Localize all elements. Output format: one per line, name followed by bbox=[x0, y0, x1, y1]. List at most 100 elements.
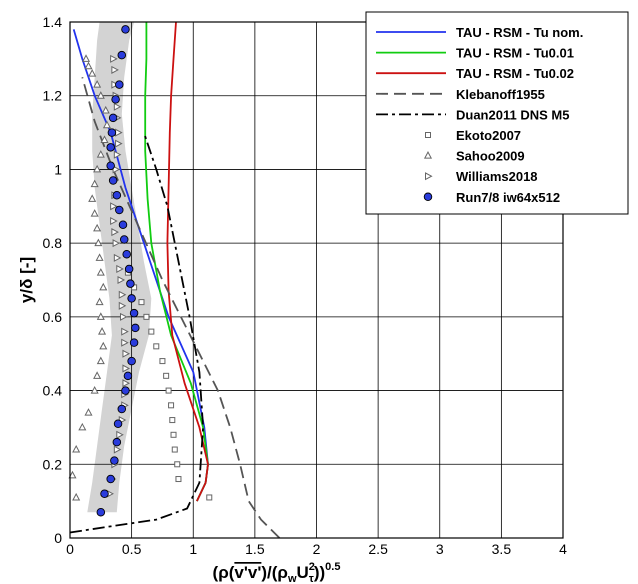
series-williams2018-point bbox=[110, 202, 118, 211]
series-run7-8-iw64x512-point bbox=[129, 308, 139, 318]
legend-sahoo2009-label: Sahoo2009 bbox=[456, 149, 525, 164]
y-axis-label: y/δ [-] bbox=[17, 257, 36, 303]
legend-run7-8-iw64x512-marker bbox=[423, 192, 433, 202]
series-run7-8-iw64x512-point bbox=[119, 235, 129, 244]
series-tau-rsm-tu0-02-line bbox=[166, 21, 209, 502]
x-tick-label: 4 bbox=[559, 541, 567, 557]
series-run7-8-iw64x512-point bbox=[118, 220, 128, 229]
y-tick-label: 0.6 bbox=[43, 309, 63, 325]
series-williams2018-point bbox=[113, 102, 122, 111]
series-williams2018-point bbox=[117, 275, 126, 285]
series-ekoto2007-point bbox=[165, 387, 172, 394]
series-ekoto2007-point bbox=[153, 343, 160, 350]
series-run7-8-iw64x512-point bbox=[108, 176, 118, 185]
legend-ekoto2007-label: Ekoto2007 bbox=[456, 128, 521, 143]
series-sahoo2009-point bbox=[68, 470, 77, 479]
series-run7-8-iw64x512-point bbox=[112, 437, 122, 447]
series-sahoo2009-point bbox=[94, 238, 103, 247]
legend-tau-rsm-tu-nom-label: TAU - RSM - Tu nom. bbox=[456, 25, 583, 40]
series-run7-8-iw64x512-point bbox=[121, 386, 130, 395]
legend-ekoto2007-marker bbox=[425, 132, 431, 138]
x-axis-label: (ρ(v'v')/(ρwU2 τ))0.5 bbox=[213, 561, 341, 584]
series-sahoo2009-point bbox=[90, 386, 99, 394]
series-run7-8-iw64x512-point bbox=[111, 95, 120, 104]
series-run7-8-iw64x512-point bbox=[121, 25, 130, 34]
series-ekoto2007-point bbox=[148, 328, 155, 335]
y-tick-label: 0.2 bbox=[43, 456, 63, 472]
series-sahoo2009-point bbox=[84, 61, 93, 70]
series-sahoo2009-point bbox=[100, 135, 109, 143]
series-ekoto2007-point bbox=[168, 402, 175, 409]
series-williams2018-point bbox=[113, 445, 122, 454]
series-williams2018-point bbox=[113, 150, 122, 159]
series-run7-8-iw64x512-point bbox=[106, 143, 115, 152]
legend-williams2018-label: Williams2018 bbox=[456, 169, 538, 184]
y-tick-label: 0.4 bbox=[43, 383, 63, 399]
series-williams2018-point bbox=[122, 349, 131, 358]
x-label-overline: v'v' bbox=[234, 563, 261, 582]
series-ekoto2007-point bbox=[174, 461, 181, 468]
series-ekoto2007-point bbox=[175, 476, 182, 483]
series-ekoto2007-point bbox=[206, 494, 213, 501]
y-tick-label: 1.2 bbox=[43, 88, 63, 104]
series-ekoto2007-point bbox=[163, 372, 170, 379]
series-williams2018-point bbox=[113, 253, 122, 262]
series-sahoo2009-point bbox=[96, 150, 105, 158]
series-ekoto2007-point bbox=[170, 431, 177, 438]
x-tick-label: 2 bbox=[313, 541, 321, 557]
legend-tau-rsm-tu0-01-label: TAU - RSM - Tu0.01 bbox=[456, 46, 574, 61]
series-run7-8-iw64x512-point bbox=[110, 456, 119, 465]
x-label-part: (ρ( bbox=[213, 563, 235, 582]
series-run7-8-iw64x512-point bbox=[115, 80, 124, 89]
series-sahoo2009-point bbox=[88, 194, 97, 202]
series-run7-8-iw64x512-point bbox=[124, 264, 134, 274]
x-label-part: )/(ρ bbox=[261, 563, 288, 582]
x-tick-label: 3 bbox=[436, 541, 444, 557]
series-run7-8-iw64x512-point bbox=[96, 507, 106, 517]
x-label-sup: 0.5 bbox=[325, 561, 340, 573]
series-sahoo2009-point bbox=[96, 312, 105, 320]
series-sahoo2009-point bbox=[98, 327, 107, 335]
series-williams2018-point bbox=[119, 312, 128, 321]
series-williams2018-point bbox=[116, 264, 124, 273]
series-run7-8-iw64x512-point bbox=[117, 50, 127, 60]
x-label-sub: τ bbox=[309, 573, 314, 584]
series-sahoo2009-point bbox=[93, 223, 102, 232]
legend-sahoo2009-marker bbox=[423, 151, 433, 159]
series-sahoo2009-point bbox=[95, 297, 104, 306]
legend: TAU - RSM - Tu nom. TAU - RSM - Tu0.01 TAU… bbox=[365, 11, 629, 215]
x-label-part: U bbox=[297, 563, 309, 582]
y-tick-label: 1.4 bbox=[43, 14, 63, 30]
series-sahoo2009-point bbox=[93, 80, 102, 88]
series-run7-8-iw64x512-point bbox=[126, 279, 135, 288]
series-ekoto2007-point bbox=[169, 417, 176, 424]
series-run7-8-iw64x512-point bbox=[107, 128, 117, 137]
series-run7-8-iw64x512-point bbox=[108, 113, 118, 123]
series-sahoo2009-point bbox=[72, 492, 81, 501]
series-ekoto2007-point bbox=[171, 446, 178, 453]
series-ekoto2007-point bbox=[138, 299, 145, 306]
series-sahoo2009-point bbox=[101, 105, 110, 114]
series-sahoo2009-point bbox=[88, 69, 97, 77]
series-run7-8-iw64x512-point bbox=[127, 294, 136, 303]
series-williams2018-point bbox=[115, 139, 123, 148]
series-run7-8-iw64x512-point bbox=[123, 371, 133, 381]
legend-klebanoff1955-label: Klebanoff1955 bbox=[456, 87, 545, 102]
series-ekoto2007-point bbox=[159, 358, 166, 365]
series-sahoo2009-point bbox=[72, 444, 81, 453]
series-run7-8-iw64x512-point bbox=[115, 205, 124, 215]
y-tick-label: 0.8 bbox=[43, 235, 63, 251]
series-run7-8-iw64x512-point bbox=[106, 161, 115, 170]
series-sahoo2009-point bbox=[93, 164, 102, 173]
series-run7-8-iw64x512-point bbox=[112, 190, 122, 200]
legend-run7-8-iw64x512-label: Run7/8 iw64x512 bbox=[456, 190, 560, 205]
series-run7-8-iw64x512-point bbox=[106, 474, 115, 484]
series-williams2018-point bbox=[111, 228, 119, 237]
series-williams2018-point bbox=[121, 338, 129, 347]
series-sahoo2009-point bbox=[96, 91, 105, 99]
x-tick-label: 2.5 bbox=[368, 541, 388, 557]
series-duan2011-dns-m5-line bbox=[69, 132, 205, 534]
series-williams2018-point bbox=[122, 379, 131, 388]
series-williams2018-point bbox=[111, 65, 119, 74]
